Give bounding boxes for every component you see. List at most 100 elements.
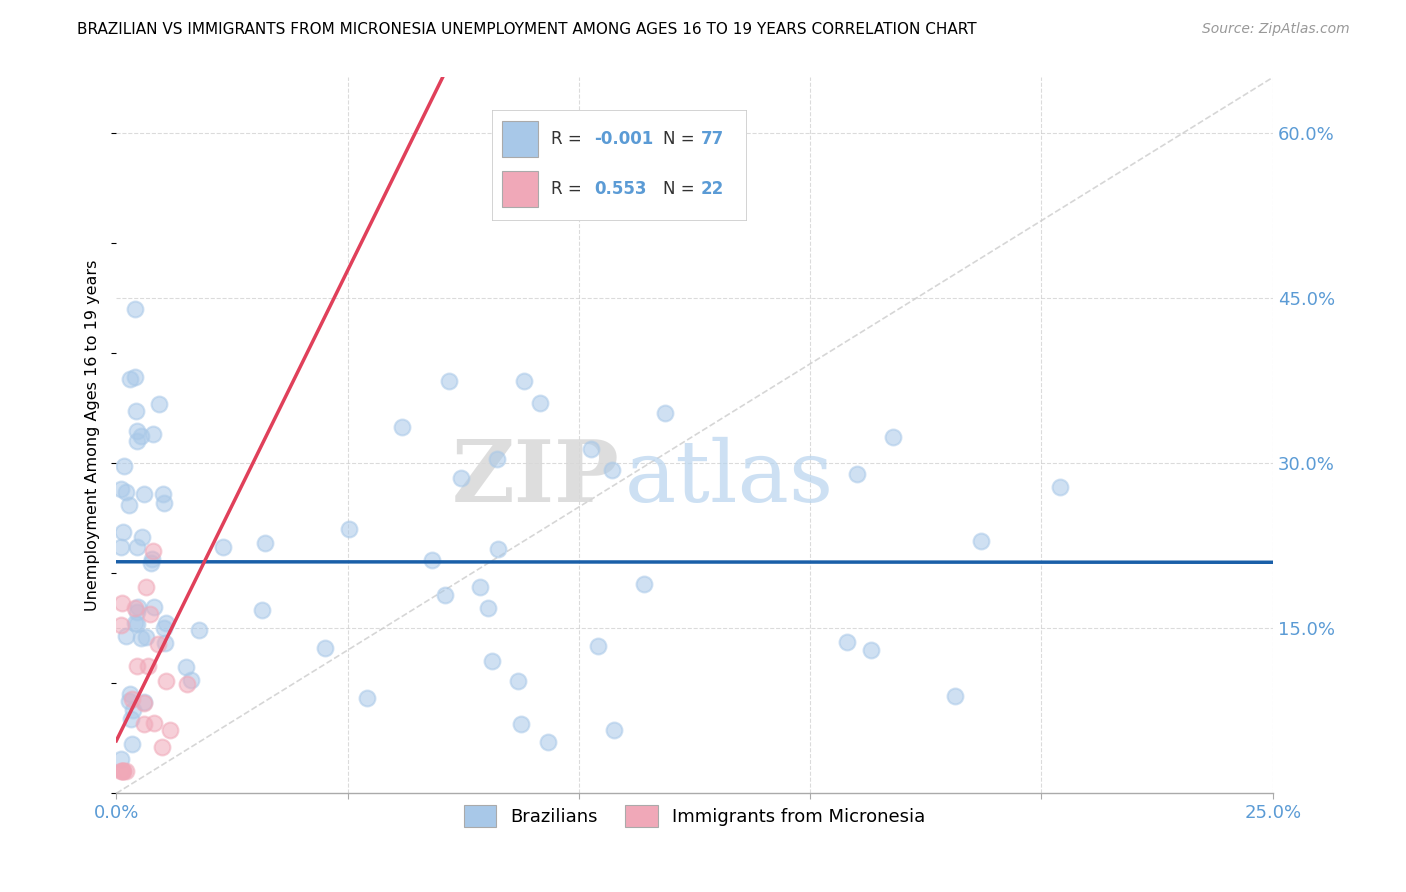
Point	[141, 556, 163, 570]
Point	[468, 580, 491, 594]
Point	[132, 717, 155, 731]
Point	[111, 764, 134, 779]
Point	[150, 740, 173, 755]
Point	[153, 621, 176, 635]
Point	[124, 301, 146, 316]
Point	[835, 635, 858, 649]
Point	[579, 442, 602, 457]
Point	[131, 631, 153, 645]
Point	[129, 429, 152, 443]
Point	[112, 459, 135, 474]
Point	[120, 713, 142, 727]
Point	[111, 764, 134, 779]
Point	[132, 696, 155, 710]
Text: ZIP: ZIP	[451, 436, 620, 520]
Point	[131, 530, 153, 544]
Point	[125, 404, 148, 418]
Point	[212, 541, 235, 555]
Point	[152, 496, 174, 510]
Point	[633, 577, 655, 591]
Point	[180, 673, 202, 688]
Point	[600, 463, 623, 477]
Point	[391, 419, 413, 434]
Text: atlas: atlas	[626, 437, 834, 520]
Point	[124, 369, 146, 384]
Point	[125, 540, 148, 554]
Point	[118, 498, 141, 512]
Point	[433, 588, 456, 602]
Text: Source: ZipAtlas.com: Source: ZipAtlas.com	[1202, 22, 1350, 37]
Point	[112, 524, 135, 539]
Point	[477, 601, 499, 615]
Point	[420, 553, 443, 567]
Point	[136, 659, 159, 673]
Point	[970, 533, 993, 548]
Point	[603, 723, 626, 737]
Point	[654, 406, 676, 420]
Point	[860, 643, 883, 657]
Point	[159, 723, 181, 737]
Point	[846, 467, 869, 482]
Point	[120, 687, 142, 701]
Point	[252, 603, 274, 617]
Y-axis label: Unemployment Among Ages 16 to 19 years: Unemployment Among Ages 16 to 19 years	[86, 260, 100, 611]
Point	[125, 434, 148, 448]
Point	[155, 673, 177, 688]
Point	[114, 764, 136, 779]
Point	[121, 737, 143, 751]
Point	[111, 764, 134, 779]
Point	[508, 674, 530, 689]
Point	[125, 616, 148, 631]
Point	[115, 629, 138, 643]
Point	[135, 631, 157, 645]
Point	[155, 616, 177, 631]
Point	[253, 535, 276, 549]
Point	[110, 540, 132, 554]
Point	[943, 690, 966, 704]
Point	[486, 542, 509, 557]
Point	[188, 623, 211, 637]
Point	[176, 660, 198, 674]
Point	[153, 636, 176, 650]
Point	[142, 427, 165, 442]
Point	[122, 703, 145, 717]
Point	[529, 395, 551, 409]
Point	[882, 430, 904, 444]
Point	[110, 617, 132, 632]
Point	[146, 637, 169, 651]
Point	[127, 599, 149, 614]
Point	[437, 374, 460, 388]
Point	[152, 486, 174, 500]
Point	[110, 482, 132, 496]
Point	[118, 694, 141, 708]
Point	[450, 471, 472, 485]
Point	[134, 486, 156, 500]
Point	[110, 596, 132, 610]
Point	[356, 691, 378, 706]
Point	[588, 639, 610, 653]
Point	[142, 544, 165, 558]
Point	[127, 605, 149, 619]
Point	[139, 607, 162, 621]
Point	[124, 615, 146, 630]
Point	[481, 654, 503, 668]
Legend: Brazilians, Immigrants from Micronesia: Brazilians, Immigrants from Micronesia	[457, 798, 932, 834]
Point	[124, 601, 146, 615]
Point	[120, 372, 142, 386]
Point	[114, 485, 136, 500]
Point	[121, 692, 143, 706]
Point	[485, 452, 508, 467]
Text: BRAZILIAN VS IMMIGRANTS FROM MICRONESIA UNEMPLOYMENT AMONG AGES 16 TO 19 YEARS C: BRAZILIAN VS IMMIGRANTS FROM MICRONESIA …	[77, 22, 977, 37]
Point	[127, 424, 149, 438]
Point	[537, 734, 560, 748]
Point	[134, 695, 156, 709]
Point	[1049, 480, 1071, 494]
Point	[141, 552, 163, 566]
Point	[509, 717, 531, 731]
Point	[513, 374, 536, 388]
Point	[135, 580, 157, 594]
Point	[110, 764, 132, 779]
Point	[125, 658, 148, 673]
Point	[148, 397, 170, 411]
Point	[176, 677, 198, 691]
